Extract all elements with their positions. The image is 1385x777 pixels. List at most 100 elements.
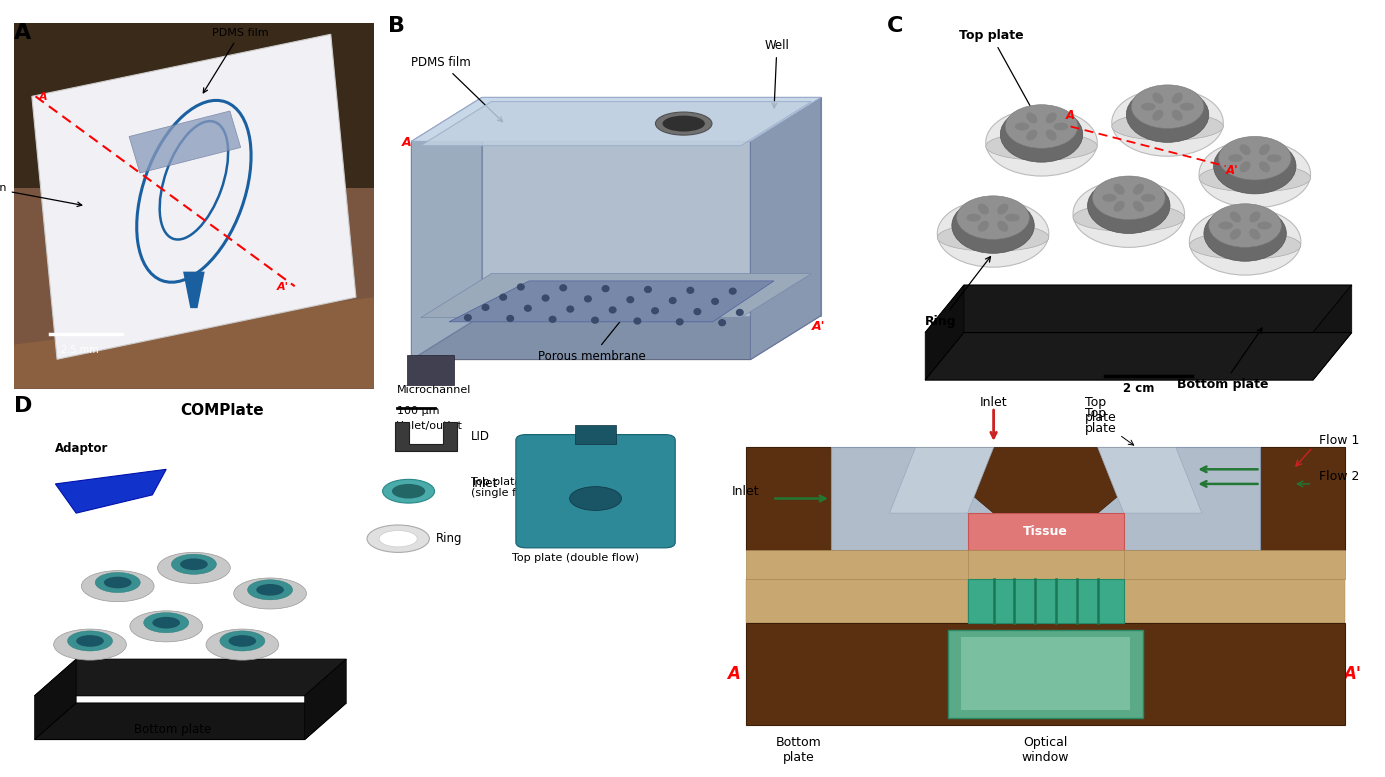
Text: A: A: [727, 665, 740, 683]
Ellipse shape: [1228, 154, 1242, 162]
Polygon shape: [421, 274, 812, 318]
Ellipse shape: [379, 531, 417, 547]
Text: Adaptor: Adaptor: [55, 441, 109, 455]
Polygon shape: [395, 422, 457, 451]
Circle shape: [464, 315, 471, 321]
Ellipse shape: [978, 204, 989, 214]
Circle shape: [518, 284, 524, 290]
Ellipse shape: [104, 577, 132, 588]
Polygon shape: [482, 97, 821, 315]
Text: Top
plate: Top plate: [1084, 396, 1116, 424]
Text: Bottom
plate: Bottom plate: [776, 736, 821, 764]
Ellipse shape: [1102, 193, 1116, 202]
Ellipse shape: [1258, 221, 1271, 229]
Polygon shape: [925, 285, 1352, 333]
Polygon shape: [747, 448, 831, 549]
Ellipse shape: [96, 573, 140, 593]
Ellipse shape: [1141, 103, 1155, 110]
Text: 100 μm: 100 μm: [397, 406, 439, 416]
Ellipse shape: [1073, 180, 1184, 247]
Ellipse shape: [1152, 110, 1163, 120]
Ellipse shape: [1054, 123, 1068, 131]
Ellipse shape: [1112, 89, 1223, 156]
Polygon shape: [1046, 448, 1260, 549]
Ellipse shape: [1249, 228, 1260, 239]
Text: A: A: [39, 92, 47, 102]
Ellipse shape: [997, 221, 1008, 232]
Circle shape: [560, 285, 566, 291]
Ellipse shape: [180, 559, 208, 570]
Polygon shape: [35, 659, 346, 695]
Polygon shape: [305, 659, 346, 740]
Text: Tissue: Tissue: [1024, 525, 1068, 538]
Text: A: A: [1066, 109, 1075, 121]
Text: D: D: [14, 396, 32, 416]
Ellipse shape: [986, 132, 1097, 160]
Ellipse shape: [957, 196, 1029, 239]
Polygon shape: [35, 703, 346, 740]
Ellipse shape: [1204, 206, 1287, 261]
Ellipse shape: [662, 116, 705, 131]
Text: Ring: Ring: [925, 256, 990, 328]
Text: Optical
window: Optical window: [1022, 736, 1069, 764]
Ellipse shape: [1267, 154, 1281, 162]
Text: Top plate
(single flow): Top plate (single flow): [471, 477, 539, 498]
Circle shape: [730, 288, 735, 294]
Ellipse shape: [569, 486, 622, 510]
Ellipse shape: [1006, 214, 1019, 221]
Ellipse shape: [1259, 162, 1270, 172]
Polygon shape: [968, 513, 1123, 549]
Circle shape: [602, 286, 609, 291]
Circle shape: [566, 306, 573, 312]
Ellipse shape: [1112, 113, 1223, 141]
Polygon shape: [407, 355, 454, 385]
Ellipse shape: [234, 578, 306, 609]
Text: A: A: [402, 136, 411, 148]
Ellipse shape: [1133, 183, 1144, 195]
Polygon shape: [1260, 448, 1345, 549]
Ellipse shape: [1240, 144, 1251, 155]
Text: Inlet: Inlet: [472, 477, 499, 490]
Text: Flow 2: Flow 2: [1319, 470, 1360, 483]
Text: A: A: [14, 23, 30, 44]
Ellipse shape: [1046, 130, 1057, 141]
Ellipse shape: [248, 580, 292, 600]
Circle shape: [737, 309, 744, 315]
Text: Well: Well: [765, 39, 789, 108]
Polygon shape: [411, 97, 821, 141]
Circle shape: [550, 316, 555, 322]
Polygon shape: [889, 448, 993, 513]
Ellipse shape: [967, 214, 981, 221]
Polygon shape: [968, 579, 1123, 622]
Ellipse shape: [978, 221, 989, 232]
Polygon shape: [1313, 285, 1352, 380]
Polygon shape: [968, 549, 1123, 579]
Ellipse shape: [392, 484, 425, 499]
Text: Silicon: Silicon: [0, 183, 82, 207]
Polygon shape: [411, 97, 482, 360]
Polygon shape: [915, 448, 1176, 513]
Ellipse shape: [68, 631, 112, 651]
Ellipse shape: [1190, 232, 1301, 260]
Polygon shape: [925, 285, 964, 380]
Ellipse shape: [144, 612, 188, 632]
Circle shape: [482, 305, 489, 310]
Ellipse shape: [367, 525, 429, 552]
Polygon shape: [747, 579, 968, 622]
Ellipse shape: [997, 204, 1008, 214]
Ellipse shape: [938, 224, 1048, 251]
Ellipse shape: [1114, 183, 1125, 195]
Ellipse shape: [256, 584, 284, 596]
Text: 2 cm: 2 cm: [1123, 382, 1154, 395]
Text: 2.5 mm: 2.5 mm: [61, 345, 98, 354]
Polygon shape: [55, 469, 166, 513]
Ellipse shape: [1093, 176, 1165, 220]
Ellipse shape: [1132, 85, 1204, 128]
Ellipse shape: [1126, 87, 1209, 142]
Polygon shape: [35, 659, 76, 740]
Circle shape: [694, 308, 701, 315]
Circle shape: [543, 295, 548, 301]
Ellipse shape: [1230, 211, 1241, 222]
Text: Inlet: Inlet: [979, 396, 1007, 409]
Ellipse shape: [1230, 228, 1241, 239]
